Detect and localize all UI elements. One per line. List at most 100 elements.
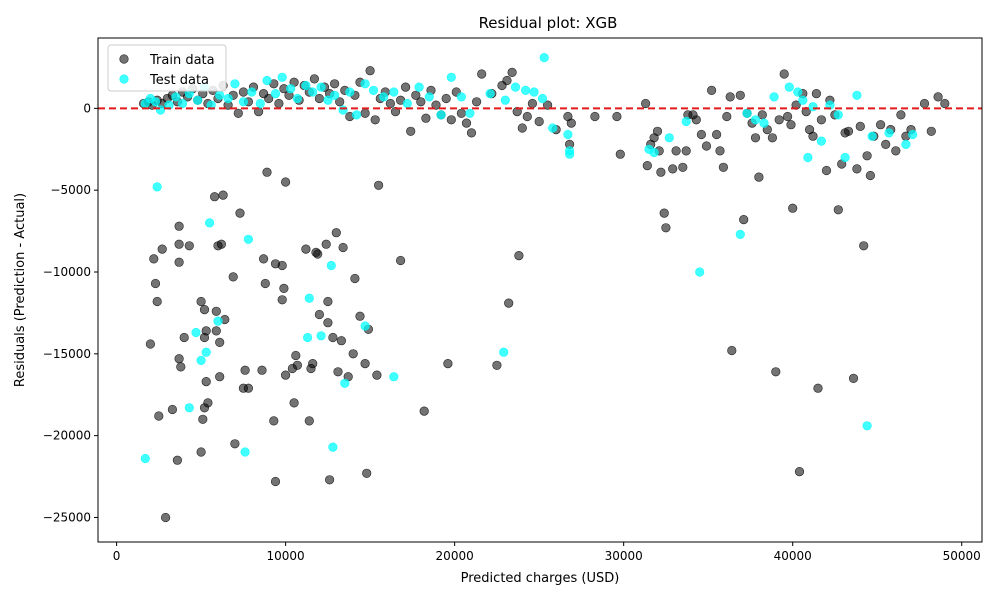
- train-data-point: [277, 260, 287, 271]
- test-data-point: [539, 52, 549, 63]
- y-tick-label: −25000: [43, 510, 91, 524]
- test-data-point: [548, 123, 558, 133]
- train-data-point: [794, 467, 805, 477]
- train-data-point: [230, 439, 240, 449]
- train-data-point: [149, 254, 159, 264]
- test-data-point: [500, 95, 510, 105]
- test-data-point: [171, 92, 181, 102]
- train-data-point: [813, 383, 823, 393]
- train-data-point: [291, 350, 301, 361]
- train-data-point: [855, 121, 865, 131]
- test-data-point: [304, 293, 314, 303]
- test-data-point: [255, 98, 265, 109]
- train-data-point: [372, 370, 382, 380]
- test-data-point: [424, 92, 434, 102]
- train-data-point: [270, 476, 281, 487]
- legend-label: Train data: [149, 53, 215, 68]
- test-data-point: [446, 72, 456, 82]
- test-data-point: [456, 92, 467, 102]
- train-data-point: [786, 120, 796, 130]
- test-data-point: [840, 152, 850, 163]
- x-tick-label: 50000: [943, 549, 981, 563]
- train-data-point: [652, 126, 663, 136]
- legend-label: Test data: [149, 73, 209, 88]
- train-data-point: [313, 249, 323, 259]
- test-data-point: [191, 327, 201, 338]
- train-data-point: [269, 416, 279, 426]
- x-tick-label: 40000: [774, 549, 812, 563]
- test-data-point: [803, 152, 813, 163]
- train-data-point: [289, 398, 299, 408]
- train-data-point: [174, 354, 184, 364]
- train-data-point: [333, 367, 343, 377]
- test-data-point: [238, 97, 248, 107]
- train-data-point: [671, 146, 681, 156]
- train-data-point: [292, 360, 303, 370]
- train-data-point: [527, 98, 538, 109]
- train-data-point: [335, 97, 345, 107]
- train-data-point: [385, 98, 396, 109]
- legend-box: [107, 44, 227, 92]
- train-data-point: [788, 203, 798, 213]
- train-data-point: [176, 362, 186, 372]
- train-data-point: [514, 251, 524, 261]
- train-data-point: [642, 161, 652, 171]
- test-data-point: [286, 84, 296, 94]
- train-data-point: [161, 512, 171, 523]
- train-data-point: [779, 69, 789, 79]
- train-data-point: [678, 162, 688, 172]
- test-data-point: [681, 116, 691, 127]
- test-data-point: [862, 421, 872, 431]
- train-data-point: [590, 111, 600, 122]
- train-data-point: [323, 318, 333, 328]
- train-data-point: [336, 336, 347, 346]
- train-data-point: [816, 115, 827, 125]
- train-data-point: [348, 349, 358, 359]
- train-data-point: [875, 120, 886, 130]
- train-data-point: [419, 406, 429, 416]
- legend: Train data Test data: [107, 44, 227, 92]
- train-data-point: [264, 93, 274, 104]
- test-data-point: [340, 378, 350, 388]
- train-data-point: [774, 115, 784, 125]
- train-data-point: [259, 254, 269, 264]
- train-data-point: [260, 278, 270, 289]
- train-data-point: [933, 92, 943, 102]
- test-data-point: [316, 331, 326, 341]
- train-data-point: [522, 111, 532, 122]
- train-data-point: [338, 242, 348, 253]
- test-data-point: [262, 75, 272, 86]
- train-data-point: [706, 85, 717, 95]
- axes: 0 10000 20000 30000 40000 50000 −25000 −20000 −1…: [43, 37, 983, 563]
- test-data-point: [784, 82, 794, 92]
- train-data-point: [735, 90, 745, 100]
- train-data-point: [411, 90, 421, 100]
- test-data-point: [184, 403, 194, 413]
- train-data-point: [843, 126, 854, 136]
- test-data-point: [230, 79, 240, 89]
- test-data-point: [150, 97, 161, 107]
- train-data-point: [848, 373, 859, 384]
- test-data-point: [884, 128, 894, 138]
- test-data-point: [330, 90, 340, 100]
- train-data-point: [211, 326, 221, 336]
- train-data-point: [512, 106, 522, 117]
- test-data-point: [808, 102, 818, 112]
- x-tick-label: 10000: [267, 549, 305, 563]
- train-data-point: [431, 100, 441, 110]
- train-data-point: [701, 141, 712, 151]
- chart-title: Residual plot: XGB: [479, 14, 618, 32]
- train-data-point: [174, 239, 184, 249]
- train-data-point: [179, 332, 189, 343]
- test-data-point: [769, 92, 779, 102]
- train-data-point: [865, 170, 876, 181]
- train-data-point: [304, 416, 314, 426]
- test-data-point: [485, 88, 495, 99]
- test-data-point: [277, 72, 287, 82]
- train-data-point: [443, 359, 453, 369]
- train-data-point: [370, 115, 380, 125]
- legend-marker: [119, 74, 129, 84]
- test-data-point: [816, 136, 827, 146]
- train-data-point: [919, 98, 930, 109]
- train-data-point: [301, 244, 311, 254]
